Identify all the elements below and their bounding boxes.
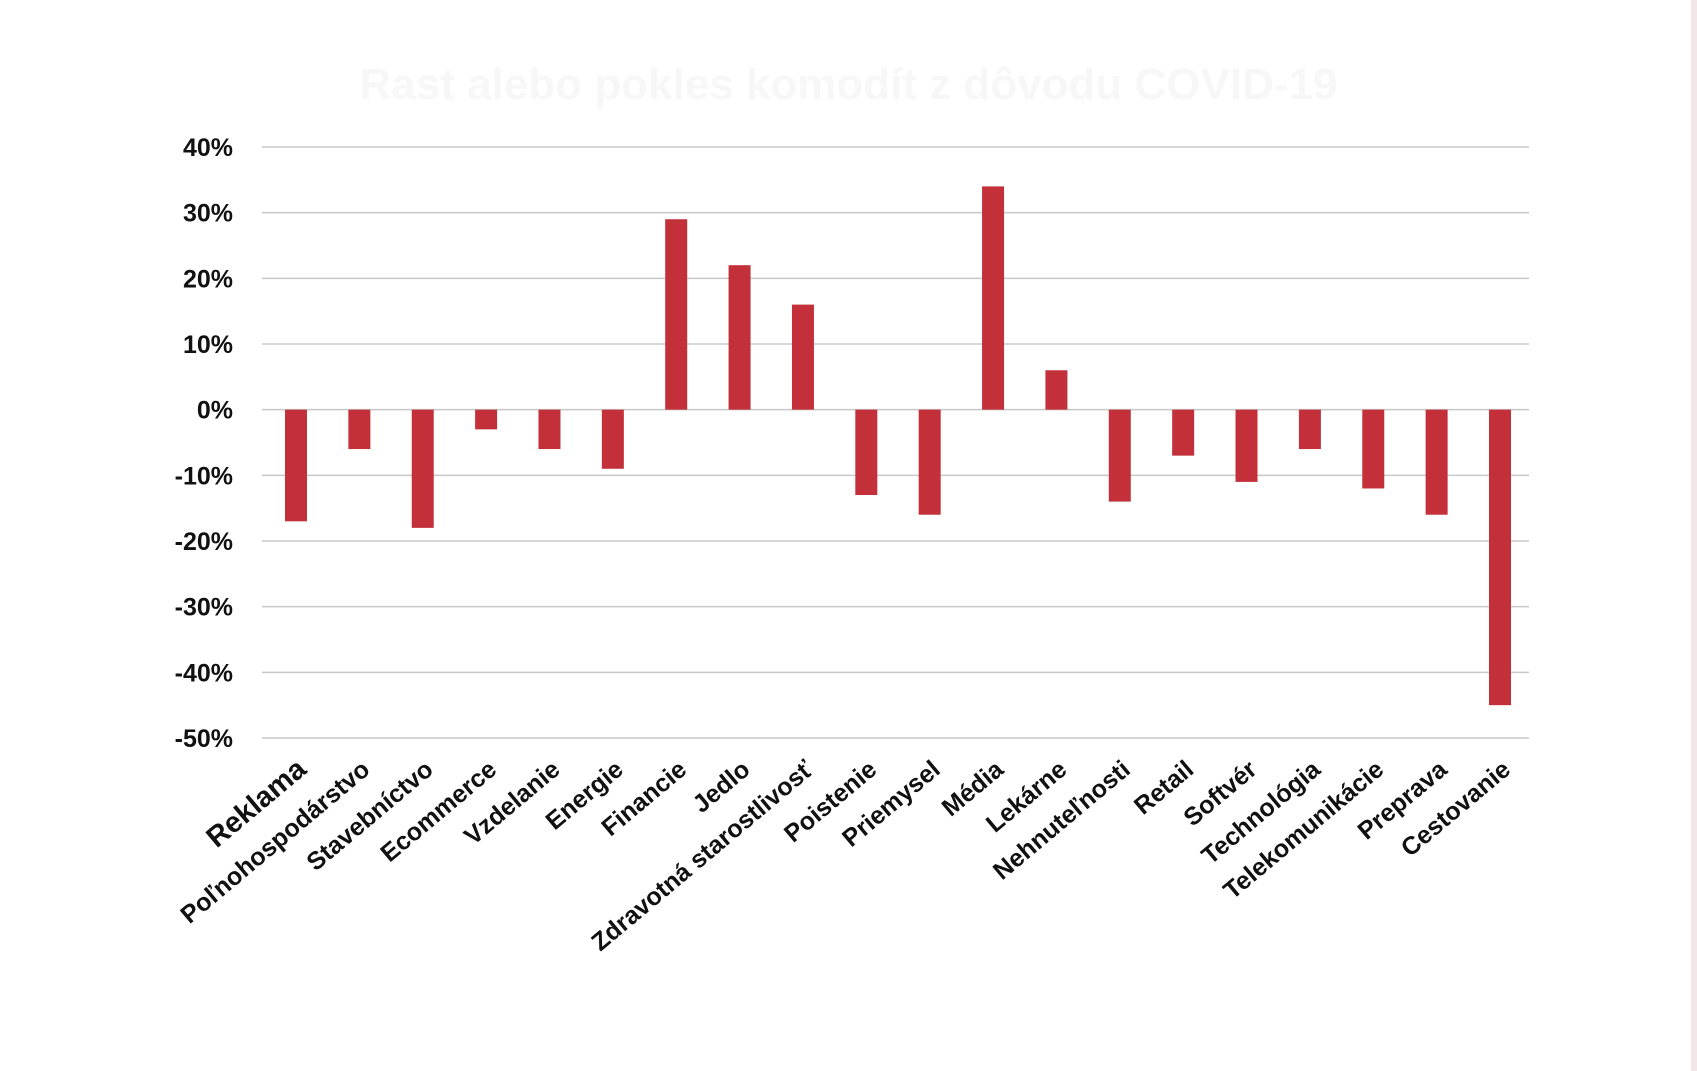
y-axis-ticks: 40% 30% 20% 10% 0% -10% -20% -30% -40% -50% — [175, 134, 233, 753]
bar — [918, 409, 941, 515]
bar — [791, 304, 814, 410]
chart-title: Rast alebo pokles komodít z dôvodu COVID… — [359, 60, 1338, 109]
page-edge — [1691, 0, 1697, 1071]
bar — [1298, 409, 1321, 450]
bar — [538, 409, 561, 450]
y-tick-label: -30% — [175, 594, 233, 622]
bar — [728, 265, 751, 410]
bar — [1172, 409, 1195, 456]
bar — [855, 409, 878, 496]
y-tick-label: 20% — [183, 265, 233, 293]
y-tick-label: -50% — [175, 725, 233, 753]
y-tick-label: -20% — [175, 528, 233, 556]
y-tick-label: -40% — [175, 659, 233, 687]
x-axis-ticks: ReklamaPoľnohospodárstvoStavebníctvoEcom… — [175, 752, 1516, 956]
bar — [348, 409, 371, 450]
bar — [982, 186, 1005, 410]
bar — [1235, 409, 1258, 482]
bar — [475, 409, 498, 430]
grid-lines — [262, 146, 1529, 739]
y-tick-label: 40% — [183, 134, 233, 162]
bar — [1425, 409, 1448, 515]
bar — [1108, 409, 1131, 502]
bar — [601, 409, 624, 469]
y-tick-label: 30% — [183, 200, 233, 228]
bars — [285, 186, 1511, 706]
bar — [411, 409, 434, 528]
bar — [1362, 409, 1385, 489]
y-tick-label: 0% — [197, 397, 233, 425]
bar — [1045, 370, 1068, 410]
bar — [1489, 409, 1511, 706]
bar — [285, 409, 307, 522]
y-tick-label: 10% — [183, 331, 233, 359]
y-tick-label: -10% — [175, 462, 233, 490]
bar — [665, 219, 688, 410]
